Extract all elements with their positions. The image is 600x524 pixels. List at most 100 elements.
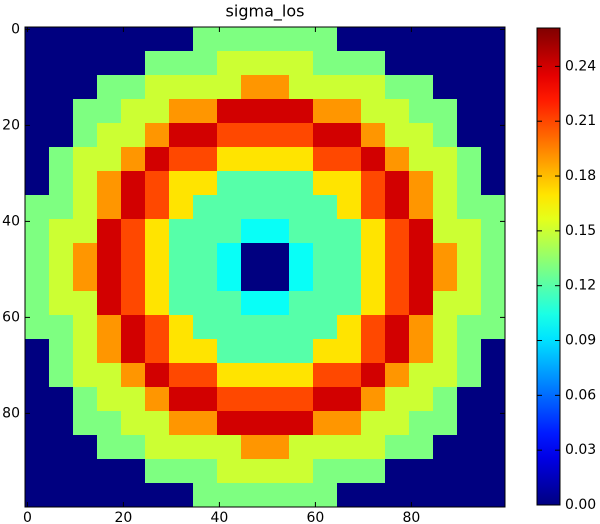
heatmap-cell <box>361 195 386 220</box>
heatmap-cell <box>217 483 242 508</box>
heatmap-cell <box>121 75 146 100</box>
heatmap-cell <box>49 99 74 124</box>
heatmap-cell <box>49 171 74 196</box>
heatmap-cell <box>169 459 194 484</box>
heatmap-cell <box>457 387 482 412</box>
heatmap-cell <box>433 459 458 484</box>
colorbar-tick-label: 0.09 <box>565 333 596 349</box>
heatmap-cell <box>145 243 170 268</box>
heatmap-cell <box>145 291 170 316</box>
heatmap-cell <box>313 315 338 340</box>
heatmap-cell <box>457 99 482 124</box>
heatmap-cell <box>73 291 98 316</box>
heatmap-cell <box>385 291 410 316</box>
heatmap-cell <box>289 315 314 340</box>
heatmap-cell <box>193 99 218 124</box>
heatmap-cell <box>97 123 122 148</box>
heatmap-cell <box>361 171 386 196</box>
x-tick-label: 20 <box>114 510 132 524</box>
heatmap-cell <box>145 171 170 196</box>
heatmap-cell <box>337 171 362 196</box>
heatmap-cell <box>193 195 218 220</box>
heatmap-cell <box>337 339 362 364</box>
y-tick-label: 20 <box>2 117 20 133</box>
heatmap-cell <box>313 411 338 436</box>
heatmap-cell <box>145 363 170 388</box>
heatmap-cell <box>265 339 290 364</box>
heatmap-cell <box>97 75 122 100</box>
heatmap-cell <box>457 123 482 148</box>
heatmap-cell <box>409 51 434 76</box>
heatmap-cell <box>433 435 458 460</box>
heatmap-cell <box>241 315 266 340</box>
heatmap-cell <box>73 363 98 388</box>
heatmap-cell <box>289 27 314 52</box>
heatmap-cell <box>313 459 338 484</box>
heatmap-cell <box>73 387 98 412</box>
heatmap-cell <box>361 411 386 436</box>
heatmap-cell <box>337 387 362 412</box>
heatmap-cell <box>25 51 50 76</box>
heatmap-cell <box>289 339 314 364</box>
heatmap-cell <box>241 435 266 460</box>
heatmap-cell <box>289 483 314 508</box>
heatmap-cell <box>49 243 74 268</box>
heatmap-cell <box>169 147 194 172</box>
heatmap-cell <box>385 363 410 388</box>
heatmap-cell <box>25 339 50 364</box>
heatmap-cell <box>97 51 122 76</box>
y-tick-label: 60 <box>2 309 20 325</box>
heatmap-cell <box>481 459 506 484</box>
heatmap-cell <box>433 27 458 52</box>
heatmap-cell <box>49 459 74 484</box>
heatmap-cell <box>409 123 434 148</box>
heatmap-cell <box>193 363 218 388</box>
heatmap-cell <box>97 363 122 388</box>
heatmap-cell <box>73 315 98 340</box>
heatmap-cell <box>97 171 122 196</box>
heatmap-cell <box>241 219 266 244</box>
heatmap-cell <box>121 483 146 508</box>
heatmap-cell <box>169 99 194 124</box>
heatmap-cell <box>385 195 410 220</box>
heatmap-cell <box>25 435 50 460</box>
heatmap-cell <box>217 123 242 148</box>
heatmap-cell <box>385 147 410 172</box>
heatmap-cell <box>121 291 146 316</box>
heatmap-cell <box>337 147 362 172</box>
heatmap-cell <box>73 195 98 220</box>
heatmap-cell <box>385 339 410 364</box>
heatmap-cell <box>97 291 122 316</box>
heatmap-cell <box>289 243 314 268</box>
heatmap-cell <box>289 267 314 292</box>
heatmap-cell <box>217 99 242 124</box>
heatmap-cell <box>337 411 362 436</box>
heatmap-cell <box>97 219 122 244</box>
heatmap-cell <box>361 27 386 52</box>
heatmap-cell <box>193 435 218 460</box>
heatmap-cell <box>169 267 194 292</box>
heatmap-cell <box>217 27 242 52</box>
heatmap-cell <box>97 387 122 412</box>
heatmap-cell <box>265 483 290 508</box>
colorbar-tick-label: 0.24 <box>565 58 596 74</box>
heatmap-cell <box>433 291 458 316</box>
heatmap-cell <box>265 75 290 100</box>
heatmap-cell <box>217 459 242 484</box>
heatmap-cell <box>433 315 458 340</box>
heatmap-cell <box>265 387 290 412</box>
heatmap-cell <box>433 51 458 76</box>
heatmap-cell <box>265 243 290 268</box>
heatmap-cell <box>409 219 434 244</box>
heatmap-cell <box>193 483 218 508</box>
heatmap-cell <box>97 435 122 460</box>
heatmap-cell <box>481 363 506 388</box>
heatmap-cell <box>481 387 506 412</box>
heatmap-cell <box>169 219 194 244</box>
heatmap-cell <box>409 27 434 52</box>
heatmap-cell <box>385 411 410 436</box>
heatmap-cell <box>361 243 386 268</box>
heatmap-cell <box>409 243 434 268</box>
heatmap-cell <box>97 411 122 436</box>
heatmap-cell <box>457 363 482 388</box>
